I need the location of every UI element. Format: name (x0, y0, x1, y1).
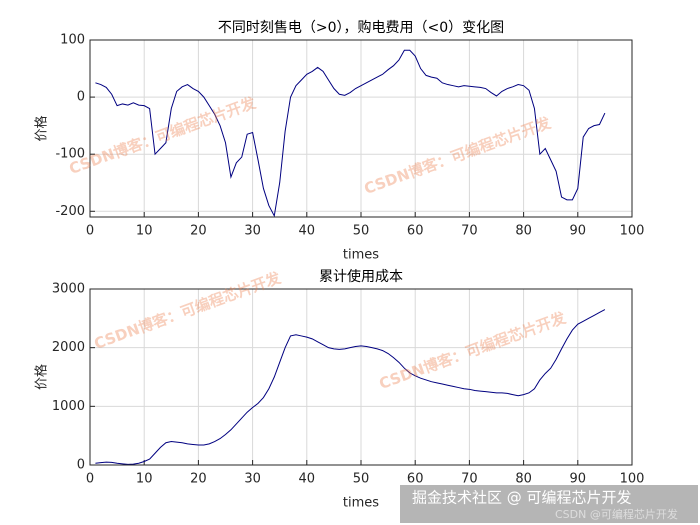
x-tick-label: 40 (299, 472, 316, 487)
x-tick-label: 90 (570, 472, 587, 487)
y-tick-label: 2000 (52, 340, 85, 355)
y-axis-label: 价格 (34, 115, 50, 141)
x-tick-label: 90 (570, 224, 587, 239)
x-tick-label: 100 (620, 472, 645, 487)
x-tick-label: 50 (353, 224, 370, 239)
x-tick-label: 70 (461, 472, 478, 487)
y-tick-label: -100 (55, 147, 85, 162)
footer-sub: CSDN @可编程芯片开发 (555, 507, 678, 521)
x-tick-label: 60 (407, 224, 424, 239)
x-tick-label: 80 (515, 472, 532, 487)
chart-title: 不同时刻售电（>0），购电费用（<0）变化图 (218, 20, 504, 36)
x-tick-label: 40 (299, 224, 316, 239)
data-line (95, 49, 606, 218)
y-tick-label: 0 (77, 90, 85, 105)
x-tick-label: 80 (515, 224, 532, 239)
chart-title: 累计使用成本 (319, 268, 403, 285)
y-tick-label: 1000 (52, 399, 85, 414)
x-tick-label: 20 (190, 472, 207, 487)
x-tick-label: 50 (353, 472, 370, 487)
y-tick-label: 3000 (52, 282, 85, 297)
footer-main: 掘金技术社区 @ 可编程芯片开发 (412, 489, 632, 507)
data-line (95, 309, 606, 465)
x-tick-label: 30 (244, 472, 261, 487)
y-axis-label: 价格 (34, 364, 50, 390)
x-axis-label: times (343, 248, 379, 263)
y-tick-label: 100 (60, 33, 85, 48)
footer-band (400, 485, 698, 523)
x-tick-label: 0 (86, 472, 94, 487)
x-tick-label: 20 (190, 224, 207, 239)
plots: 0 10 20 30 40 50 60 70 80 90 100-200-1000100不同时刻售电… (34, 20, 645, 511)
y-tick-label: -200 (55, 204, 85, 219)
x-tick-label: 70 (461, 224, 478, 239)
axes-box (89, 39, 633, 218)
x-tick-label: 0 (86, 224, 94, 239)
x-tick-label: 100 (620, 224, 645, 239)
x-tick-label: 10 (136, 472, 153, 487)
x-tick-label: 30 (244, 224, 261, 239)
axes-box (89, 288, 633, 466)
x-tick-label: 10 (136, 224, 153, 239)
y-tick-label: 0 (77, 458, 85, 473)
x-tick-label: 60 (407, 472, 424, 487)
x-axis-label: times (343, 496, 379, 511)
